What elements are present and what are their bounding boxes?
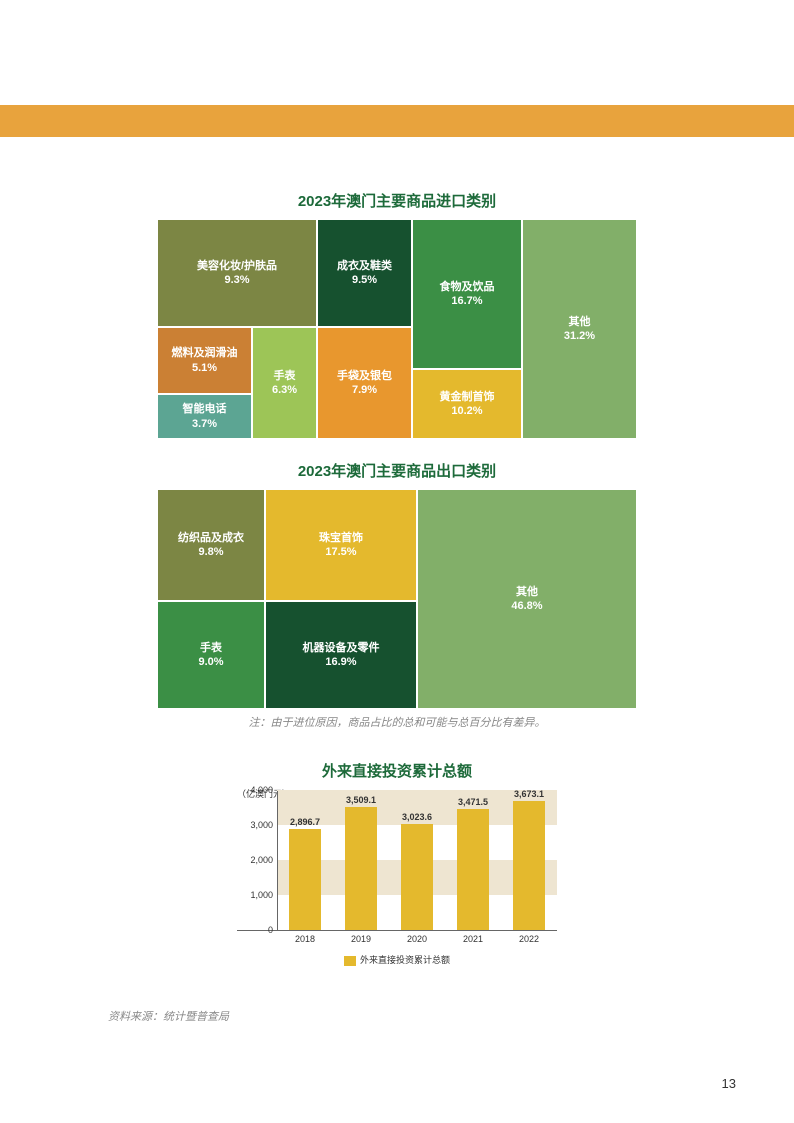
- treemap-cell-pct: 46.8%: [511, 599, 542, 613]
- imports-treemap-section: 2023年澳门主要商品进口类别 美容化妆/护肤品9.3%成衣及鞋类9.5%食物及…: [157, 190, 637, 439]
- treemap-cell-label: 其他: [516, 585, 538, 599]
- treemap-cell-pct: 9.8%: [198, 545, 223, 559]
- treemap-cell-label: 手表: [200, 641, 222, 655]
- bar-column: 3,471.5: [448, 797, 498, 931]
- footnote-text: 注：由于进位原因，商品占比的总和可能与总百分比有差异。: [0, 714, 794, 730]
- page-number: 13: [722, 1076, 736, 1091]
- bars-container: 2,896.7 3,509.1 3,023.6 3,471.5 3,673.1: [277, 791, 557, 930]
- exports-treemap: 纺织品及成衣9.8%珠宝首饰17.5%其他46.8%手表9.0%机器设备及零件1…: [157, 489, 637, 709]
- imports-treemap: 美容化妆/护肤品9.3%成衣及鞋类9.5%食物及饮品16.7%其他31.2%燃料…: [157, 219, 637, 439]
- y-axis: 01,0002,0003,0004,000: [237, 791, 277, 930]
- treemap-cell: 纺织品及成衣9.8%: [157, 489, 265, 601]
- treemap-cell: 其他31.2%: [522, 219, 637, 439]
- fdi-barchart-section: 外来直接投资累计总额 （亿澳门元） 01,0002,0003,0004,000 …: [237, 760, 557, 966]
- treemap-cell-pct: 3.7%: [192, 417, 217, 431]
- y-tick-label: 1,000: [250, 890, 273, 900]
- treemap-cell-label: 珠宝首饰: [319, 531, 363, 545]
- y-tick-label: 4,000: [250, 785, 273, 795]
- bar-column: 3,673.1: [504, 789, 554, 930]
- treemap-cell: 手表6.3%: [252, 327, 317, 439]
- treemap-cell-label: 美容化妆/护肤品: [197, 259, 277, 273]
- barchart-legend: 外来直接投资累计总额: [237, 953, 557, 966]
- legend-label: 外来直接投资累计总额: [360, 955, 450, 965]
- fdi-barchart: 01,0002,0003,0004,000 2,896.73,509.13,02…: [237, 791, 557, 931]
- treemap-cell-pct: 10.2%: [451, 404, 482, 418]
- treemap-cell-pct: 16.7%: [451, 294, 482, 308]
- header-bar: [0, 105, 794, 137]
- treemap-cell-pct: 16.9%: [325, 655, 356, 669]
- treemap-cell-pct: 7.9%: [352, 383, 377, 397]
- treemap-cell-pct: 6.3%: [272, 383, 297, 397]
- x-tick-label: 2018: [280, 934, 330, 944]
- treemap-cell-pct: 17.5%: [325, 545, 356, 559]
- y-tick-label: 0: [268, 925, 273, 935]
- treemap-cell: 智能电话3.7%: [157, 394, 252, 439]
- treemap-cell-pct: 5.1%: [192, 361, 217, 375]
- treemap-cell: 手袋及银包7.9%: [317, 327, 412, 439]
- bar-column: 3,509.1: [336, 795, 386, 930]
- x-tick-label: 2019: [336, 934, 386, 944]
- treemap-cell-label: 手表: [274, 369, 296, 383]
- exports-treemap-title: 2023年澳门主要商品出口类别: [157, 460, 637, 481]
- x-tick-label: 2022: [504, 934, 554, 944]
- bar-value-label: 3,509.1: [346, 795, 376, 805]
- bar-rect: [457, 809, 489, 931]
- bar-rect: [289, 829, 321, 930]
- treemap-cell-pct: 9.0%: [198, 655, 223, 669]
- treemap-cell-label: 手袋及银包: [337, 369, 392, 383]
- x-axis-labels: 2018 2019 2020 2021 2022: [277, 934, 557, 944]
- y-tick-label: 3,000: [250, 820, 273, 830]
- treemap-cell-label: 成衣及鞋类: [337, 259, 392, 273]
- treemap-cell: 珠宝首饰17.5%: [265, 489, 417, 601]
- fdi-barchart-title: 外来直接投资累计总额: [237, 760, 557, 781]
- treemap-cell: 燃料及润滑油5.1%: [157, 327, 252, 394]
- bar-value-label: 3,023.6: [402, 812, 432, 822]
- treemap-cell-pct: 9.3%: [224, 273, 249, 287]
- treemap-cell: 美容化妆/护肤品9.3%: [157, 219, 317, 327]
- treemap-cell: 其他46.8%: [417, 489, 637, 709]
- bar-rect: [401, 824, 433, 930]
- imports-treemap-title: 2023年澳门主要商品进口类别: [157, 190, 637, 211]
- treemap-cell-label: 纺织品及成衣: [178, 531, 244, 545]
- treemap-cell-label: 黄金制首饰: [440, 390, 495, 404]
- bar-rect: [513, 801, 545, 930]
- treemap-cell: 黄金制首饰10.2%: [412, 369, 522, 439]
- treemap-cell-label: 智能电话: [183, 402, 227, 416]
- y-tick-label: 2,000: [250, 855, 273, 865]
- x-tick-label: 2021: [448, 934, 498, 944]
- legend-swatch: [344, 956, 356, 966]
- treemap-cell-pct: 31.2%: [564, 329, 595, 343]
- treemap-cell: 成衣及鞋类9.5%: [317, 219, 412, 327]
- bar-value-label: 2,896.7: [290, 817, 320, 827]
- treemap-cell-label: 食物及饮品: [440, 280, 495, 294]
- treemap-cell: 食物及饮品16.7%: [412, 219, 522, 369]
- treemap-cell-label: 机器设备及零件: [303, 641, 380, 655]
- treemap-cell-pct: 9.5%: [352, 273, 377, 287]
- treemap-cell-label: 其他: [569, 315, 591, 329]
- source-text: 资料来源：统计暨普查局: [108, 1008, 229, 1024]
- treemap-cell: 机器设备及零件16.9%: [265, 601, 417, 709]
- bar-column: 2,896.7: [280, 817, 330, 930]
- bar-column: 3,023.6: [392, 812, 442, 930]
- bar-value-label: 3,673.1: [514, 789, 544, 799]
- bar-value-label: 3,471.5: [458, 797, 488, 807]
- treemap-cell-label: 燃料及润滑油: [172, 346, 238, 360]
- x-tick-label: 2020: [392, 934, 442, 944]
- bar-rect: [345, 807, 377, 930]
- treemap-cell: 手表9.0%: [157, 601, 265, 709]
- exports-treemap-section: 2023年澳门主要商品出口类别 纺织品及成衣9.8%珠宝首饰17.5%其他46.…: [157, 460, 637, 709]
